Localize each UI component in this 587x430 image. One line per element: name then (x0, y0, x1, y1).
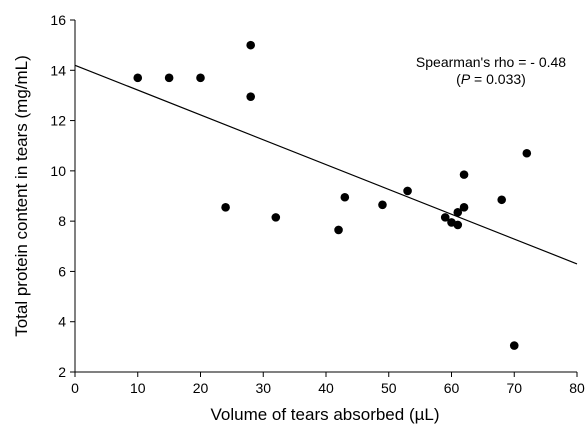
data-point (453, 208, 463, 217)
data-point (334, 225, 343, 235)
y-tick-label: 2 (58, 364, 66, 380)
data-point (522, 148, 532, 158)
data-point (164, 73, 174, 83)
data-point (378, 200, 387, 210)
p-value-open: ( (456, 71, 461, 87)
data-point (196, 73, 205, 83)
x-tick-label: 30 (255, 380, 271, 396)
correlation-annotation: Spearman's rho = - 0.48 (416, 54, 566, 70)
x-tick-label: 70 (506, 380, 522, 396)
regression-line (74, 64, 578, 265)
x-axis-title: Volume of tears absorbed (µL) (210, 405, 439, 424)
y-tick-label: 16 (50, 12, 66, 28)
x-tick-label: 10 (130, 380, 146, 396)
y-tick-label: 10 (50, 163, 66, 179)
x-tick-label: 0 (71, 380, 79, 396)
x-ticks: 0 10 20 30 40 50 60 70 80 (71, 372, 585, 396)
data-point (497, 195, 507, 205)
data-point (246, 40, 255, 50)
y-axis-title: Total protein content in tears (mg/mL) (12, 55, 31, 337)
data-point (221, 203, 230, 212)
p-value-symbol: P (461, 71, 471, 87)
data-points (133, 40, 532, 350)
y-ticks: 2 4 6 8 10 12 14 16 (50, 12, 75, 380)
p-value-text: = 0.033) (470, 71, 526, 87)
data-point (246, 92, 255, 101)
data-point (509, 341, 519, 350)
x-tick-label: 50 (381, 380, 397, 396)
data-point (133, 73, 143, 83)
data-point (459, 170, 469, 179)
y-tick-label: 14 (50, 62, 66, 78)
y-tick-label: 12 (50, 113, 66, 129)
x-tick-label: 20 (193, 380, 209, 396)
data-point (440, 213, 450, 222)
y-tick-label: 8 (58, 213, 66, 229)
x-tick-label: 60 (444, 380, 460, 396)
data-point (453, 220, 463, 230)
p-value-annotation: (P = 0.033) (456, 71, 526, 87)
data-point (403, 186, 412, 196)
data-point (271, 213, 281, 222)
y-tick-label: 4 (58, 314, 66, 330)
data-point (340, 192, 350, 202)
x-tick-label: 40 (318, 380, 334, 396)
trend-line-group (74, 64, 578, 265)
data-point (459, 203, 469, 212)
y-tick-label: 6 (58, 263, 66, 279)
x-tick-label: 80 (569, 380, 585, 396)
